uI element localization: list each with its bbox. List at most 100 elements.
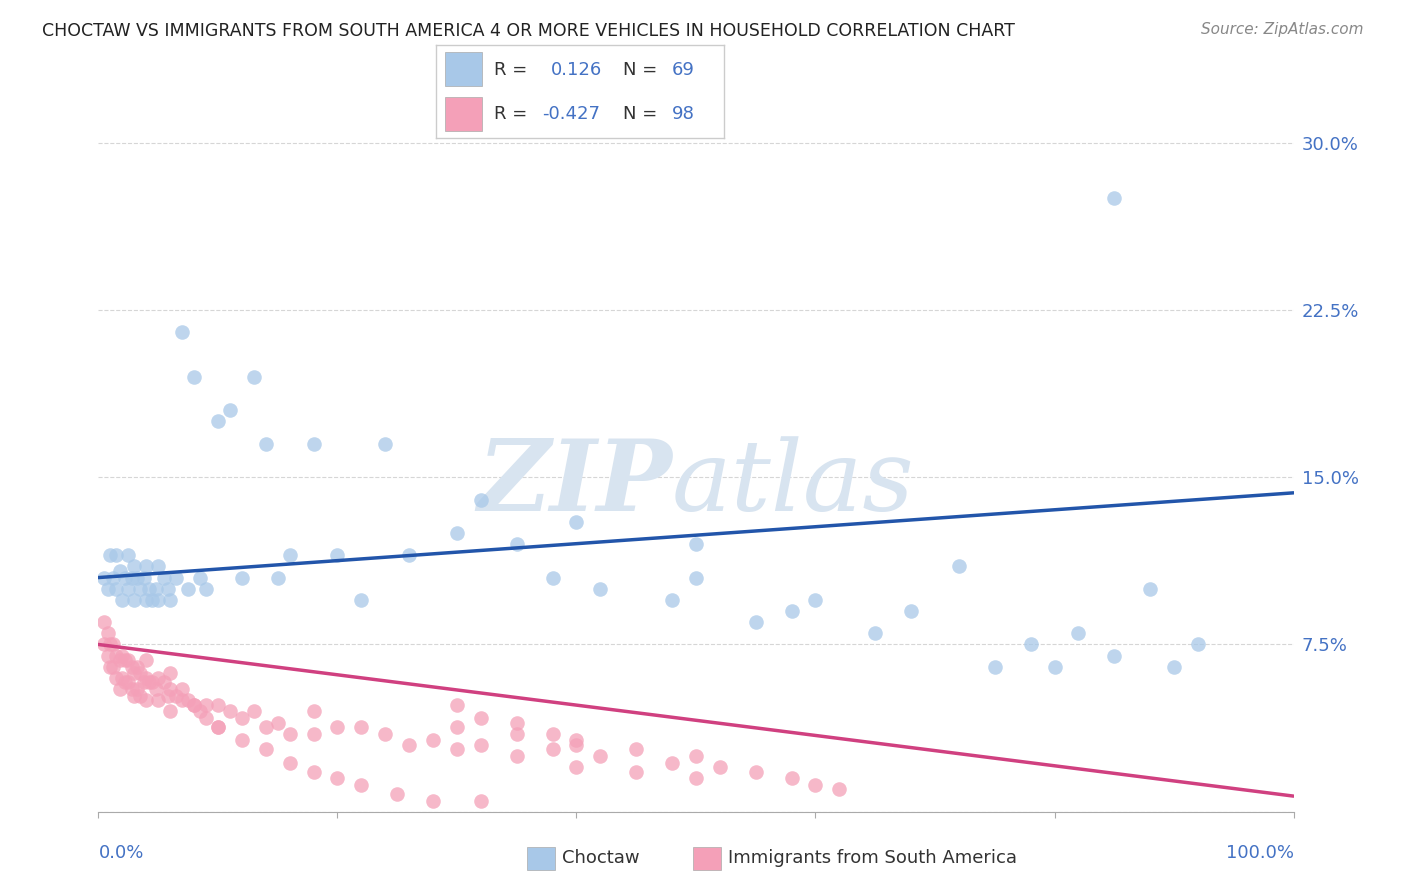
Point [254, 742, 277, 756]
Point [828, 782, 851, 797]
Text: Immigrants from South America: Immigrants from South America [728, 849, 1018, 867]
Text: ZIP: ZIP [477, 435, 672, 532]
Point [1043, 660, 1066, 674]
Point [350, 720, 373, 734]
Point [302, 764, 325, 779]
Point [124, 666, 146, 681]
Point [124, 689, 146, 703]
Point [685, 537, 707, 551]
Point [1019, 637, 1042, 651]
Point [148, 559, 170, 574]
Point [422, 733, 444, 747]
Point [685, 749, 707, 764]
Point [565, 515, 588, 529]
Point [254, 436, 277, 450]
Point [446, 698, 468, 712]
Point [470, 794, 492, 808]
Text: Source: ZipAtlas.com: Source: ZipAtlas.com [1201, 22, 1364, 37]
Point [135, 671, 157, 685]
Point [172, 325, 194, 339]
Point [111, 671, 134, 685]
Point [506, 537, 529, 551]
Point [231, 571, 253, 585]
Text: R =: R = [494, 105, 527, 123]
Point [385, 787, 409, 801]
Point [101, 571, 124, 585]
Point [165, 689, 187, 703]
Point [183, 369, 205, 384]
Point [446, 720, 468, 734]
Point [93, 615, 115, 630]
Point [97, 626, 120, 640]
Point [98, 660, 122, 674]
Point [685, 771, 707, 786]
Point [93, 637, 115, 651]
Point [159, 705, 181, 719]
Point [398, 548, 420, 563]
Point [114, 675, 136, 690]
Point [156, 582, 179, 596]
Point [145, 582, 167, 596]
Point [172, 681, 194, 696]
Text: CHOCTAW VS IMMIGRANTS FROM SOUTH AMERICA 4 OR MORE VEHICLES IN HOUSEHOLD CORRELA: CHOCTAW VS IMMIGRANTS FROM SOUTH AMERICA… [42, 22, 1015, 40]
Point [129, 689, 152, 703]
Point [780, 771, 803, 786]
Point [93, 571, 115, 585]
Point [326, 548, 349, 563]
Point [135, 653, 157, 667]
Point [541, 742, 564, 756]
Point [194, 582, 218, 596]
Point [900, 604, 922, 618]
Point [231, 733, 253, 747]
Point [105, 582, 128, 596]
Point [111, 648, 134, 663]
Point [177, 693, 200, 707]
Point [159, 666, 181, 681]
Point [145, 681, 167, 696]
Point [159, 681, 181, 696]
Text: N =: N = [623, 61, 658, 78]
Point [183, 698, 205, 712]
Point [709, 760, 731, 774]
Point [1139, 582, 1161, 596]
Point [97, 648, 120, 663]
Point [141, 675, 163, 690]
Point [117, 548, 139, 563]
Point [101, 637, 124, 651]
Text: R =: R = [494, 61, 527, 78]
Point [470, 711, 492, 725]
Point [565, 760, 588, 774]
Point [350, 778, 373, 792]
Point [565, 738, 588, 752]
Point [165, 571, 187, 585]
Point [506, 749, 529, 764]
Point [589, 749, 612, 764]
Point [111, 592, 134, 607]
Point [188, 705, 211, 719]
Point [302, 705, 325, 719]
Point [506, 726, 529, 740]
Point [207, 698, 229, 712]
Point [374, 436, 396, 450]
Point [132, 571, 155, 585]
Point [243, 705, 266, 719]
Point [125, 681, 148, 696]
Point [1163, 660, 1185, 674]
Point [177, 582, 200, 596]
Point [108, 564, 131, 578]
Point [219, 403, 242, 417]
Point [243, 369, 266, 384]
Point [153, 571, 176, 585]
FancyBboxPatch shape [444, 52, 482, 86]
Point [207, 720, 229, 734]
Point [138, 675, 160, 690]
Point [470, 738, 492, 752]
Point [194, 698, 218, 712]
Point [661, 592, 683, 607]
Point [984, 660, 1007, 674]
Text: 98: 98 [672, 105, 695, 123]
Point [267, 571, 290, 585]
Point [117, 675, 139, 690]
Point [117, 653, 139, 667]
Text: -0.427: -0.427 [543, 105, 600, 123]
